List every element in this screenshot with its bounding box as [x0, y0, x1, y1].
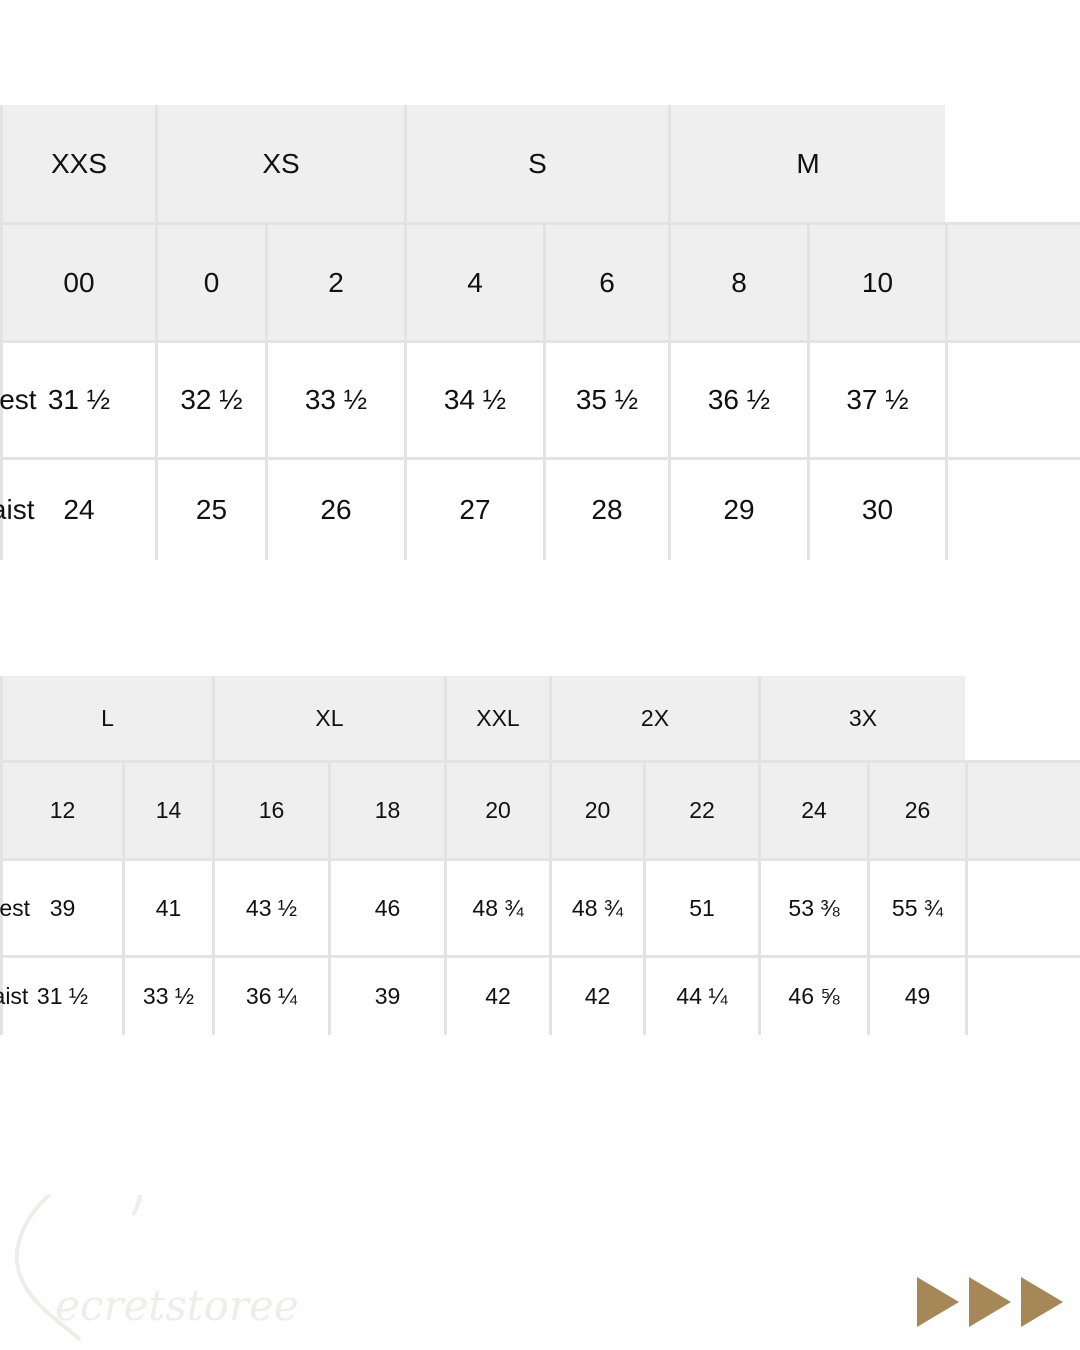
size-number: [965, 760, 1080, 858]
chest-value: 32 ½: [155, 340, 265, 457]
chest-value: 41: [122, 858, 212, 955]
size-number: 8: [668, 222, 807, 340]
waist-value: 24: [0, 457, 155, 560]
waist-value: 26: [265, 457, 404, 560]
chest-value: 48 ¾: [549, 858, 643, 955]
waist-value: 36 ¼: [212, 955, 328, 1035]
chest-value: 36 ½: [668, 340, 807, 457]
play-arrow-icon: [1021, 1277, 1063, 1327]
size-number: 6: [543, 222, 668, 340]
size-number: 14: [122, 760, 212, 858]
size-group-header: 2X: [549, 676, 758, 760]
waist-value: 25: [155, 457, 265, 560]
waist-value: 39: [328, 955, 444, 1035]
chest-value: 31 ½: [0, 340, 155, 457]
size-number: 22: [643, 760, 758, 858]
size-group-header: XXL: [444, 676, 549, 760]
chest-value: 33 ½: [265, 340, 404, 457]
waist-value: 49: [867, 955, 965, 1035]
size-group-header: XXS: [0, 105, 155, 222]
chest-value: [965, 858, 1080, 955]
size-number: 0: [155, 222, 265, 340]
waist-value: 46 ⅝: [758, 955, 867, 1035]
chest-value: 53 ⅜: [758, 858, 867, 955]
size-number: 26: [867, 760, 965, 858]
waist-value: 44 ¼: [643, 955, 758, 1035]
waist-value: 42: [444, 955, 549, 1035]
waist-value: 28: [543, 457, 668, 560]
size-number: [945, 222, 1080, 340]
next-arrows-icon[interactable]: [915, 1275, 1065, 1335]
waist-value: 30: [807, 457, 945, 560]
size-number: 20: [444, 760, 549, 858]
size-number: 4: [404, 222, 543, 340]
chest-value: 37 ½: [807, 340, 945, 457]
size-group-header: L: [0, 676, 212, 760]
size-group-header: 3X: [758, 676, 965, 760]
chest-value: 51: [643, 858, 758, 955]
play-arrow-icon: [969, 1277, 1011, 1327]
size-number: 10: [807, 222, 945, 340]
chest-value: 35 ½: [543, 340, 668, 457]
waist-value: 31 ½: [0, 955, 122, 1035]
size-number: 24: [758, 760, 867, 858]
play-arrow-icon: [917, 1277, 959, 1327]
waist-value: 27: [404, 457, 543, 560]
waist-value: [945, 457, 1080, 560]
chest-value: 48 ¾: [444, 858, 549, 955]
size-number: 2: [265, 222, 404, 340]
waist-value: [965, 955, 1080, 1035]
size-number: 00: [0, 222, 155, 340]
size-number: 12: [0, 760, 122, 858]
chest-value: 34 ½: [404, 340, 543, 457]
brand-logo: ecretstoree: [5, 1161, 365, 1350]
svg-text:ecretstoree: ecretstoree: [55, 1281, 299, 1330]
size-group-header: XS: [155, 105, 404, 222]
size-group-header: XL: [212, 676, 444, 760]
chest-value: 46: [328, 858, 444, 955]
waist-value: 33 ½: [122, 955, 212, 1035]
chest-value: 43 ½: [212, 858, 328, 955]
chest-value: 55 ¾: [867, 858, 965, 955]
size-number: 18: [328, 760, 444, 858]
size-group-header: S: [404, 105, 668, 222]
size-group-header: M: [668, 105, 945, 222]
chest-value: 39: [0, 858, 122, 955]
waist-value: 29: [668, 457, 807, 560]
chest-value: [945, 340, 1080, 457]
size-number: 20: [549, 760, 643, 858]
waist-value: 42: [549, 955, 643, 1035]
size-number: 16: [212, 760, 328, 858]
